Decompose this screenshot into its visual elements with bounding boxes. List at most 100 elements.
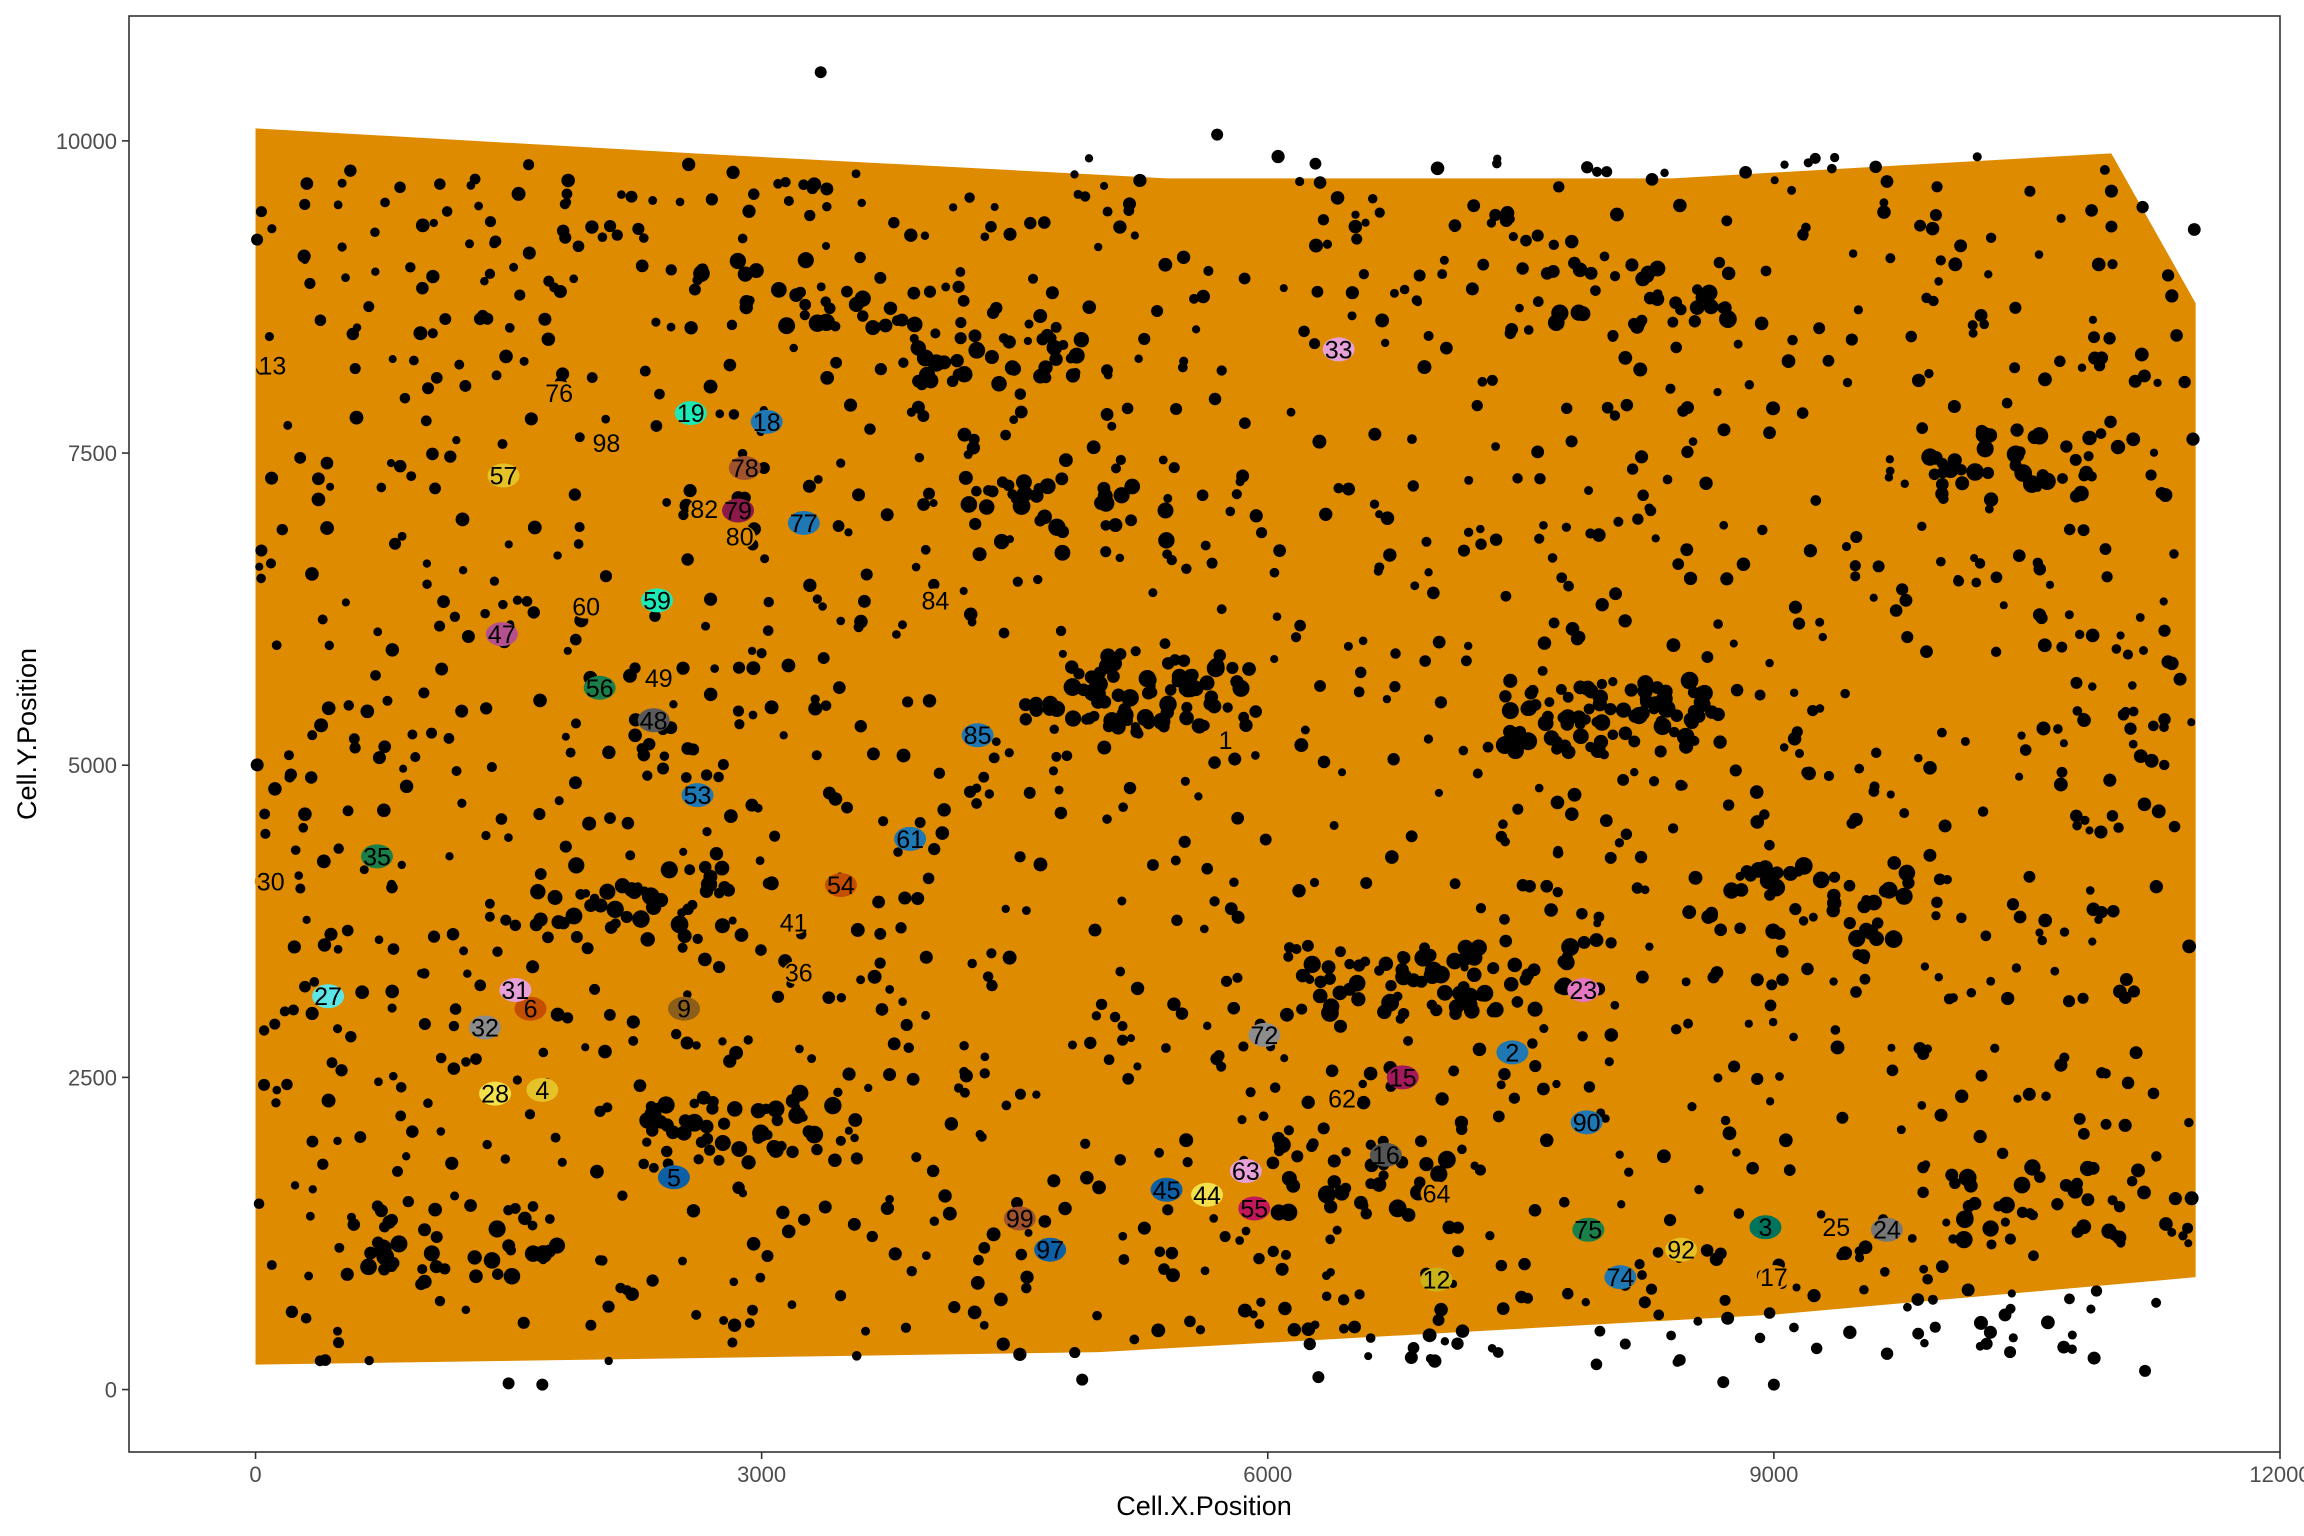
cell-point [1537,1082,1550,1096]
cell-point [1539,520,1548,530]
cell-point [1653,1309,1665,1321]
cell-point [1358,636,1368,646]
cell-point [1038,216,1051,229]
cell-point [1440,341,1453,355]
cell-point [1721,215,1733,227]
cell-point [1907,1233,1917,1243]
cell-point [1358,1079,1367,1089]
cell-point [684,321,698,335]
cell-point [474,979,487,992]
cell-point [781,1224,796,1239]
cell-point [1705,705,1719,719]
cell-point [427,328,438,339]
cell-point [349,363,361,375]
cell-point [1158,455,1168,465]
cell-point [1638,1296,1651,1309]
cell-point [1024,216,1037,230]
cell-point [637,748,651,762]
cell-point [1272,612,1282,621]
cell-point [643,737,656,751]
cell-point [919,950,933,964]
cell-point [1051,751,1062,762]
cell-point [321,701,336,716]
cluster-35: 35 [360,843,393,871]
cell-point [337,178,347,188]
cell-point [264,332,274,342]
cell-point [565,907,583,925]
cell-point [1092,1180,1106,1195]
y-tick-label: 2500 [68,1065,117,1090]
cluster-region [1150,1177,1183,1202]
cell-point [1729,764,1742,777]
cell-point [260,828,271,839]
cell-point [2182,1222,2194,1234]
cell-point [986,948,997,959]
cell-point [2056,641,2068,653]
cell-point [265,558,277,569]
cell-point [1849,812,1863,827]
cell-point [748,263,764,279]
cell-point [1121,402,1134,415]
cell-point [1620,828,1633,840]
cell-point [1489,533,1503,546]
cell-point [341,598,350,607]
cell-point [316,854,331,869]
cell-point [1047,1174,1061,1188]
cell-point [333,843,344,854]
cell-point [1279,284,1288,293]
cell-point [1321,1291,1332,1302]
cell-point [713,771,724,783]
cell-point [1808,912,1818,922]
cluster-region [787,510,820,535]
cell-point [1990,1043,2000,1053]
cell-point [450,1191,460,1201]
cluster-84: 84 [919,587,952,615]
cell-point [386,458,396,468]
cell-point [559,231,572,244]
cell-point [1532,296,1544,307]
cell-point [786,1145,799,1159]
cell-point [2071,1177,2084,1190]
cell-point [1955,476,1970,491]
cell-point [1589,933,1604,948]
cell-point [937,803,951,817]
cell-point [304,277,316,290]
cell-point [728,916,737,925]
cell-point [1180,776,1190,786]
cell-point [850,923,865,937]
cell-point [1452,985,1468,1002]
cell-point [1498,819,1508,830]
cell-point [1378,1170,1389,1181]
cell-point [1628,709,1642,723]
plot-border [128,15,2281,1453]
cell-point [1275,1262,1289,1276]
cell-point [1421,536,1432,547]
cell-point [1610,1000,1620,1010]
cell-point [942,1206,957,1221]
cell-point [426,269,440,284]
cell-point [979,1068,990,1079]
cell-point [259,808,271,820]
cell-point [500,914,512,926]
cell-point [1744,380,1755,390]
cell-point [903,1042,914,1054]
cell-point [684,864,696,876]
cell-point [1063,678,1082,696]
cell-point [1960,736,1970,746]
cell-point [917,498,931,511]
cell-point [1594,1325,1606,1337]
cell-point [1091,1011,1102,1021]
cell-point [844,528,853,537]
cluster-label: 18 [753,409,781,437]
cell-point [1982,428,1998,443]
cell-point [1590,1358,1603,1371]
cell-point [2113,822,2124,833]
cell-point [2009,459,2022,472]
cell-point [1001,1100,1012,1111]
cell-point [363,301,375,313]
cell-point [423,1098,433,1109]
cluster-label: 25 [1822,1214,1850,1242]
cluster-label: 85 [964,722,992,750]
cell-point [746,1236,761,1251]
cell-point [614,878,631,894]
